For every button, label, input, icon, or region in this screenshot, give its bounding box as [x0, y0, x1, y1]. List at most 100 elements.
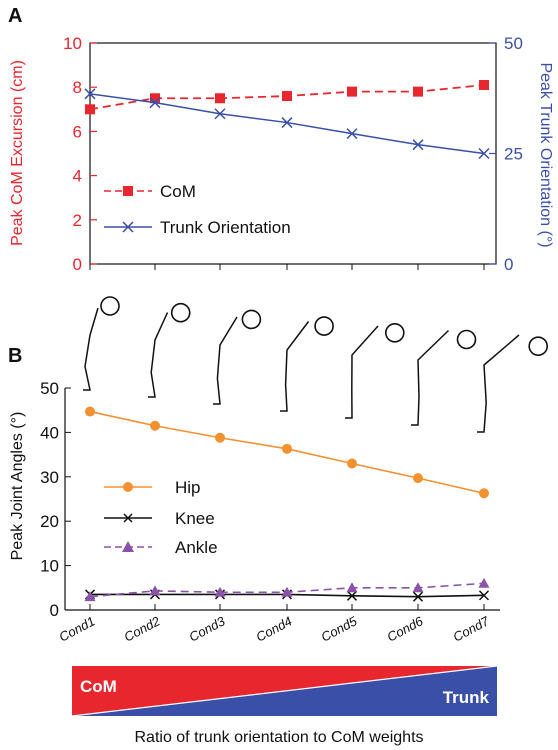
posture-figure [83, 296, 120, 391]
legend-com-label: CoM [160, 182, 196, 201]
panel-a-left-tick-label: 8 [73, 78, 82, 97]
posture-figure [213, 309, 262, 405]
panel-b-x-tick-label: Cond7 [451, 613, 493, 645]
panel-a-left-tick-label: 10 [63, 34, 82, 53]
posture-figures [83, 296, 549, 433]
trunk-data-point [346, 128, 358, 140]
hip-data-point [85, 406, 95, 417]
posture-figure [345, 322, 405, 419]
knee-data-point [478, 590, 490, 601]
weight-ratio-bar: CoM Trunk [71, 665, 498, 717]
panel-a-axes-box [89, 42, 497, 265]
panel-a-right-axis-label: Peak Trunk Orientation (°) [537, 62, 554, 247]
panel-b-y-tick-label: 40 [40, 423, 59, 442]
knee-data-point [346, 590, 358, 601]
panel-b-x-tick-label: Cond6 [385, 613, 427, 645]
panel-b-y-tick-label: 0 [50, 601, 59, 620]
legend-ankle-label: Ankle [175, 538, 218, 557]
posture-figure [148, 302, 191, 398]
panel-a-left-tick-label: 0 [73, 255, 82, 274]
com-data-point [150, 93, 160, 104]
legend-trunk-marker [122, 221, 134, 233]
trunk-data-point [149, 97, 161, 109]
ratio-bar-trunk-label: Trunk [443, 688, 490, 707]
legend-knee-label: Knee [175, 509, 215, 528]
panel-b-axis-label: Peak Joint Angles (°) [9, 412, 26, 561]
panel-b-x-tick-label: Cond4 [254, 613, 295, 644]
posture-figure [280, 316, 334, 412]
hip-data-point [215, 432, 225, 443]
figure-head [384, 322, 405, 343]
ankle-data-point [478, 577, 490, 588]
knee-data-point [412, 591, 424, 602]
legend-knee-marker [123, 513, 133, 523]
panel-b-label: B [8, 345, 22, 367]
trunk-data-point [84, 88, 96, 100]
com-data-point [215, 93, 225, 104]
panel-a-left-tick-label: 4 [73, 167, 82, 186]
panel-b-y-tick-label: 30 [40, 468, 59, 487]
com-data-point [479, 79, 489, 90]
posture-figure [411, 329, 477, 426]
figure-head [170, 302, 191, 323]
figure-caption: Ratio of trunk orientation to CoM weight… [134, 729, 423, 746]
ankle-data-point [214, 586, 226, 597]
ankle-data-point [346, 582, 358, 593]
hip-data-point [479, 488, 489, 499]
trunk-data-point [412, 139, 424, 151]
hip-data-point [413, 473, 423, 484]
figure-body [345, 325, 379, 419]
figure-head [314, 316, 334, 336]
figure-head [241, 309, 262, 330]
com-data-point [413, 86, 423, 97]
figure-head [528, 336, 549, 357]
figure-body [148, 312, 169, 398]
hip-data-point [150, 420, 160, 431]
legend-hip-marker [123, 482, 133, 492]
figure-body [477, 334, 520, 433]
panel-a-left-tick-label: 2 [73, 211, 82, 230]
ratio-bar-com-label: CoM [80, 677, 117, 696]
legend-hip-label: Hip [175, 478, 201, 497]
hip-data-point [347, 458, 357, 469]
panel-a-left-tick-label: 6 [73, 122, 82, 141]
panel-b-y-tick-label: 20 [40, 512, 59, 531]
figure-body [83, 307, 99, 391]
com-data-point [282, 91, 292, 102]
figure-body [213, 316, 238, 405]
panel-b-x-tick-label: Cond5 [319, 613, 361, 645]
ankle-data-point [281, 586, 293, 597]
panel-b-x-tick-label: Cond3 [187, 613, 229, 645]
panel-b-chart: Peak Joint Angles (°) Hip Knee Ankle 0 10… [9, 296, 549, 645]
figure-body [411, 329, 450, 426]
panel-a-right-tick-label: 25 [504, 145, 523, 164]
posture-figure [477, 334, 549, 433]
legend-ankle-marker [122, 541, 134, 552]
trunk-data-point [478, 147, 490, 160]
hip-data-point [282, 443, 292, 454]
panel-b-y-tick-label: 10 [40, 557, 59, 576]
figure-head [456, 329, 477, 350]
panel-a-right-tick-label: 0 [504, 255, 513, 274]
ratio-bar-divider [71, 665, 498, 717]
panel-b-x-tick-label: Cond1 [57, 613, 98, 644]
ankle-data-point [84, 591, 96, 602]
panel-b-y-tick-label: 50 [40, 379, 59, 398]
panel-a-left-axis-label: Peak CoM Excursion (cm) [9, 60, 26, 246]
figure-body [280, 321, 310, 412]
legend-trunk-label: Trunk Orientation [160, 218, 291, 237]
figure-head [100, 296, 120, 316]
trunk-data-point [214, 108, 226, 120]
ankle-data-point [412, 582, 424, 593]
panel-a-right-tick-label: 50 [504, 34, 523, 53]
panel-b-x-tick-label: Cond2 [122, 613, 164, 645]
ankle-data-point [149, 585, 161, 596]
com-data-point [85, 104, 95, 115]
trunk-data-point [281, 117, 293, 129]
trunk-series-line [89, 93, 485, 155]
legend-com-marker [123, 186, 133, 196]
panel-a-label: A [8, 5, 22, 27]
panel-a-chart: Peak CoM Excursion (cm) Peak Trunk Orien… [9, 34, 554, 274]
com-data-point [347, 86, 357, 97]
